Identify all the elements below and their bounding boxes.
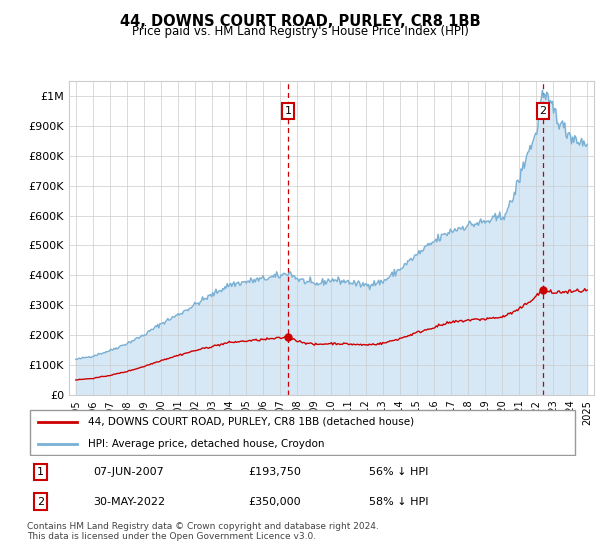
Text: £350,000: £350,000 (248, 497, 301, 507)
Text: 2: 2 (37, 497, 44, 507)
Text: £193,750: £193,750 (248, 467, 301, 477)
Text: 44, DOWNS COURT ROAD, PURLEY, CR8 1BB (detached house): 44, DOWNS COURT ROAD, PURLEY, CR8 1BB (d… (88, 417, 414, 427)
Text: 56% ↓ HPI: 56% ↓ HPI (369, 467, 428, 477)
Text: 30-MAY-2022: 30-MAY-2022 (93, 497, 166, 507)
Text: 07-JUN-2007: 07-JUN-2007 (93, 467, 164, 477)
Text: 1: 1 (284, 106, 292, 116)
FancyBboxPatch shape (30, 410, 575, 455)
Text: 58% ↓ HPI: 58% ↓ HPI (369, 497, 429, 507)
Text: 2: 2 (539, 106, 547, 116)
Text: Contains HM Land Registry data © Crown copyright and database right 2024.
This d: Contains HM Land Registry data © Crown c… (27, 522, 379, 542)
Text: 44, DOWNS COURT ROAD, PURLEY, CR8 1BB: 44, DOWNS COURT ROAD, PURLEY, CR8 1BB (119, 14, 481, 29)
Text: 1: 1 (37, 467, 44, 477)
Text: Price paid vs. HM Land Registry's House Price Index (HPI): Price paid vs. HM Land Registry's House … (131, 25, 469, 38)
Text: HPI: Average price, detached house, Croydon: HPI: Average price, detached house, Croy… (88, 438, 324, 449)
